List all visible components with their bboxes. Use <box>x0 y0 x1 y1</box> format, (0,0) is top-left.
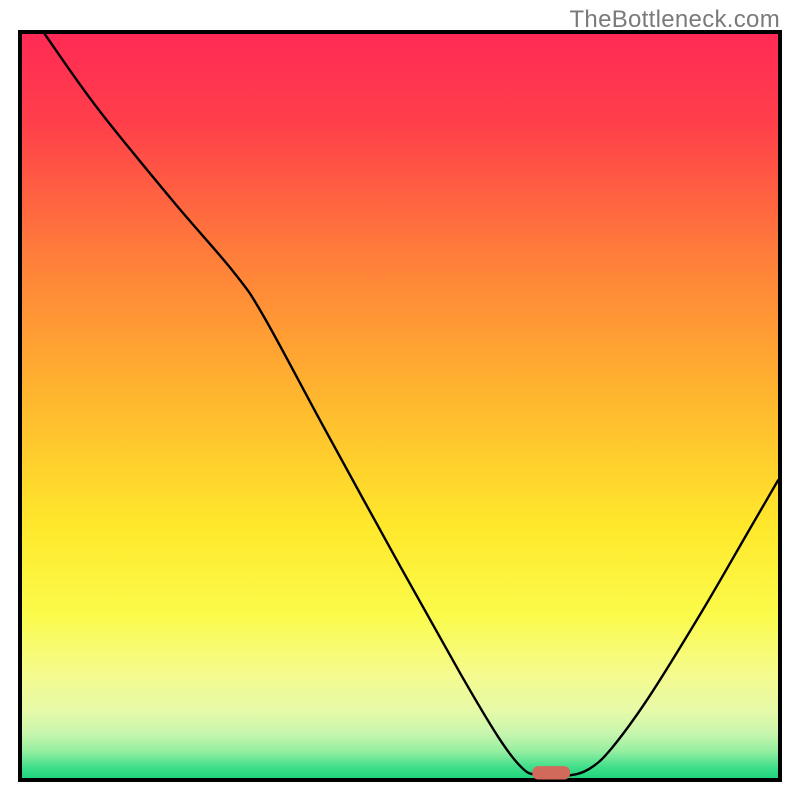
bottleneck-chart <box>18 30 782 782</box>
chart-background <box>22 34 778 778</box>
chart-frame <box>18 30 782 782</box>
chart-container: TheBottleneck.com <box>0 0 800 800</box>
optimal-marker <box>532 766 570 779</box>
